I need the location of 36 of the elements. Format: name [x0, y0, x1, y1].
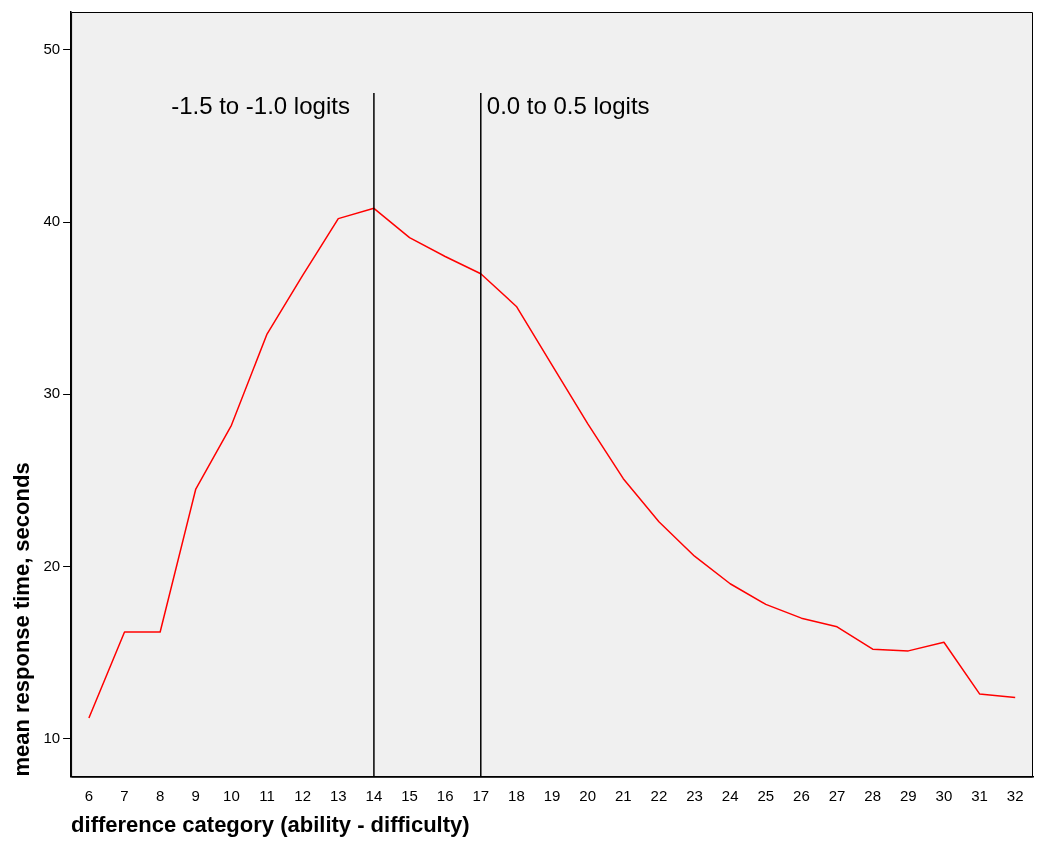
- x-tick-label: 22: [650, 786, 668, 804]
- y-tick-label: 20: [43, 556, 61, 574]
- y-axis-title: mean response time, seconds: [9, 462, 35, 777]
- ref-line-label: -1.5 to -1.0 logits: [171, 91, 350, 119]
- x-tick-label: 32: [1006, 786, 1024, 804]
- x-tick-label: 9: [191, 786, 200, 804]
- x-tick-label: 31: [971, 786, 988, 804]
- x-tick-label: 14: [365, 786, 383, 804]
- x-tick-label: 12: [294, 786, 311, 804]
- x-tick-label: 13: [329, 786, 347, 804]
- x-tick-label: 23: [686, 786, 703, 804]
- x-axis-title: difference category (ability - difficulty): [71, 811, 470, 837]
- y-tick-label: 10: [43, 728, 61, 746]
- x-tick-label: 27: [828, 786, 846, 804]
- x-tick-label: 21: [614, 786, 632, 804]
- x-tick-label: 19: [543, 786, 561, 804]
- x-tick-label: 10: [223, 786, 240, 804]
- x-tick-label: 30: [935, 786, 953, 804]
- x-tick-label: 26: [793, 786, 810, 804]
- x-tick-label: 7: [120, 786, 129, 804]
- x-tick-label: 11: [259, 786, 275, 804]
- ref-line-label: 0.0 to 0.5 logits: [486, 91, 650, 119]
- x-tick-label: 29: [899, 786, 917, 804]
- x-tick-label: 20: [579, 786, 597, 804]
- x-tick-label: 18: [508, 786, 525, 804]
- y-tick-label: 50: [43, 40, 61, 58]
- x-tick-label: 28: [864, 786, 882, 804]
- x-tick-label: 25: [757, 786, 775, 804]
- x-tick-label: 17: [472, 786, 490, 804]
- x-tick-label: 6: [84, 786, 94, 804]
- x-tick-label: 16: [436, 786, 454, 804]
- x-tick-label: 8: [155, 786, 165, 804]
- x-tick-label: 24: [721, 786, 739, 804]
- x-tick-label: 15: [401, 786, 418, 804]
- y-tick-label: 40: [43, 212, 61, 230]
- y-tick-label: 30: [43, 384, 61, 402]
